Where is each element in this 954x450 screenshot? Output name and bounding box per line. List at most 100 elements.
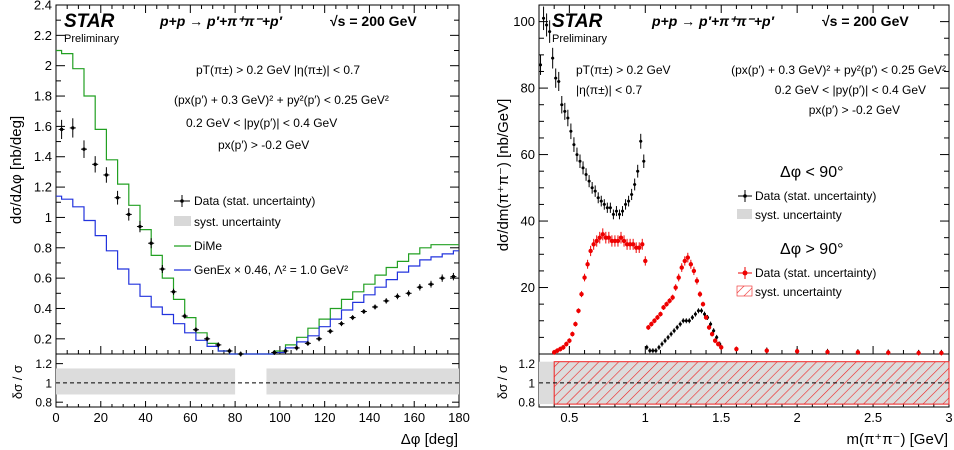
data-point-low-marker — [630, 192, 634, 196]
data-point-low — [539, 54, 543, 75]
data-point-low-marker — [557, 79, 561, 83]
left-x-tick-label: 80 — [228, 410, 242, 425]
data-point-high — [855, 349, 861, 355]
data-point-low — [617, 209, 621, 220]
data-point-low-marker — [715, 335, 719, 339]
data-point-left-marker — [59, 127, 64, 132]
data-point-high-marker — [703, 315, 709, 320]
data-point-low — [642, 154, 646, 168]
data-point-high-marker — [825, 349, 830, 355]
data-point-left — [159, 265, 166, 274]
data-point-low — [587, 175, 591, 188]
data-point-left — [405, 290, 412, 297]
data-point-high-marker — [637, 245, 642, 250]
left-x-tick-label: 160 — [403, 410, 425, 425]
left-y-tick-label: 1 — [45, 210, 52, 225]
legend-genex-label: GenEx × 0.46, Λ² = 1.0 GeV² — [194, 263, 348, 277]
data-point-low-marker — [572, 143, 576, 147]
data-point-low-marker — [703, 312, 707, 316]
right-cut-line-2: |η(π±)| < 0.7 — [576, 83, 642, 97]
right-legend-low: Δφ < 90° Data (stat. uncertainty) syst. … — [737, 164, 876, 222]
right-y-axis-label: dσ/dm(π⁺π⁻) [nb/GeV] — [495, 99, 512, 252]
data-point-high — [694, 277, 700, 285]
data-point-left — [237, 351, 244, 357]
data-point-low-marker — [639, 139, 643, 143]
legend-syst-swatch — [174, 216, 191, 226]
data-point-high — [825, 349, 830, 355]
left-y-tick-label: 2.4 — [34, 0, 52, 13]
right-x-tick-label: 2.5 — [864, 410, 882, 425]
data-point-low — [645, 344, 649, 350]
right-chart: 0.5 1 1.5 2 2.5 3 20 40 60 80 100 0.8 1 1.2 STAR Prel… — [495, 4, 953, 448]
data-point-high — [794, 348, 800, 354]
left-chart: 0 20 40 60 80 100 120 140 160 180 0.2 0.4 0.6 0.8 1 1.2… — [8, 0, 470, 448]
legend-low-data-marker — [738, 190, 752, 202]
data-point-left-marker — [362, 309, 366, 314]
data-point-left-marker — [82, 147, 86, 151]
data-point-low — [614, 206, 618, 217]
left-x-tick-label: 100 — [269, 410, 291, 425]
data-point-low-marker — [712, 329, 716, 333]
data-point-low — [657, 344, 661, 350]
data-point-low-marker — [605, 206, 609, 210]
right-preliminary-label: Preliminary — [552, 33, 608, 45]
data-point-high-marker — [630, 242, 636, 247]
data-point-low-marker — [654, 349, 658, 353]
left-series-layer — [56, 49, 459, 357]
data-point-left-marker — [194, 328, 198, 332]
data-point-left-marker — [328, 329, 332, 333]
right-y-tick-label: 80 — [521, 81, 535, 96]
left-plot-frame — [55, 4, 460, 355]
data-point-low — [696, 308, 700, 314]
right-cut-line-1: pT(π±) > 0.2 GeV — [576, 63, 671, 77]
data-point-low — [624, 199, 628, 210]
data-point-left — [304, 340, 311, 346]
data-point-high — [612, 235, 618, 247]
data-point-low — [654, 348, 658, 354]
legend-low-syst-swatch — [737, 209, 752, 219]
left-axis-ticks: 0 20 40 60 80 100 120 140 160 180 0.2 0.4 0.6 0.8 1 1.2… — [34, 0, 470, 425]
data-point-high — [637, 242, 642, 253]
left-x-tick-label: 0 — [52, 410, 59, 425]
data-point-left — [450, 272, 457, 281]
data-point-left-marker — [283, 349, 288, 353]
left-y-tick-label: 0.8 — [34, 240, 52, 255]
data-point-left — [383, 298, 390, 304]
data-point-high-marker — [673, 285, 678, 290]
data-point-low-marker — [548, 30, 552, 34]
left-x-tick-label: 140 — [359, 410, 381, 425]
data-point-low — [581, 161, 585, 175]
data-point-left-marker — [272, 350, 276, 355]
data-point-high-marker — [606, 235, 612, 240]
data-point-left-marker — [317, 337, 321, 341]
data-point-left-marker — [406, 291, 411, 296]
data-point-low — [599, 195, 603, 207]
data-point-left — [349, 315, 356, 321]
data-point-left-marker — [350, 315, 355, 320]
data-point-low — [608, 202, 612, 213]
data-point-left — [226, 348, 233, 354]
data-point-high-marker — [855, 350, 861, 355]
data-point-high-marker — [655, 315, 660, 320]
left-y-tick-label: 2.2 — [34, 28, 52, 43]
data-point-low-marker — [611, 212, 615, 216]
data-point-high — [916, 350, 921, 356]
data-point-high-marker — [719, 345, 724, 350]
data-point-left-marker — [171, 290, 176, 294]
right-y-tick-label: 100 — [513, 14, 535, 29]
left-x-tick-label: 180 — [448, 410, 470, 425]
data-point-low-marker — [642, 159, 646, 163]
right-energy-label: √s = 200 GeV — [822, 13, 909, 29]
data-point-low — [560, 95, 564, 114]
data-point-high-marker — [664, 301, 669, 307]
data-point-high — [655, 314, 660, 320]
data-point-low — [633, 178, 637, 191]
data-point-high — [643, 256, 648, 266]
data-point-high — [703, 314, 709, 320]
data-point-high-marker — [603, 235, 609, 240]
data-point-high-marker — [591, 242, 596, 247]
data-point-high-marker — [682, 258, 687, 264]
left-x-tick-label: 120 — [314, 410, 336, 425]
data-point-left — [114, 190, 121, 205]
